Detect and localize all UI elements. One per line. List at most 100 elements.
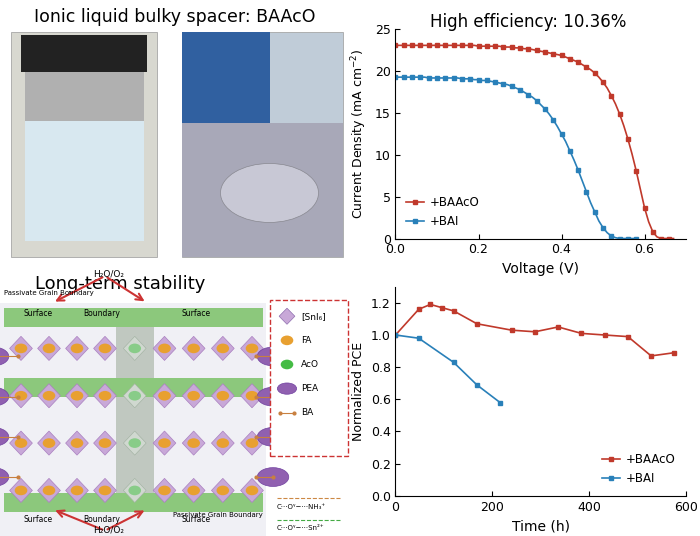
Text: Passivate Grain Boundary: Passivate Grain Boundary [4, 291, 93, 296]
Text: Surface: Surface [181, 516, 211, 524]
Circle shape [158, 438, 171, 448]
Circle shape [246, 344, 258, 353]
Text: PEA: PEA [301, 384, 318, 393]
+BAAcO [647, 353, 655, 359]
+BAAcO [391, 42, 400, 49]
+BAI [496, 399, 504, 406]
Circle shape [158, 344, 171, 353]
+BAAcO [508, 327, 516, 333]
Polygon shape [211, 337, 235, 361]
Polygon shape [153, 478, 176, 503]
Text: C···Oᵞ−···Sn²⁺: C···Oᵞ−···Sn²⁺ [276, 525, 324, 531]
Polygon shape [241, 384, 263, 408]
Circle shape [281, 360, 293, 369]
X-axis label: Voltage (V): Voltage (V) [503, 262, 580, 276]
+BAAcO [449, 308, 458, 314]
Circle shape [43, 391, 55, 400]
Circle shape [99, 391, 111, 400]
+BAI [414, 335, 423, 341]
Circle shape [71, 486, 83, 495]
Circle shape [15, 391, 27, 400]
Text: BA: BA [301, 408, 314, 417]
Circle shape [158, 391, 171, 400]
Polygon shape [241, 337, 263, 361]
Polygon shape [66, 337, 88, 361]
Circle shape [71, 391, 83, 400]
Polygon shape [123, 478, 146, 503]
Text: Surface: Surface [181, 309, 211, 318]
Polygon shape [211, 431, 235, 455]
+BAAcO [578, 330, 586, 337]
Polygon shape [10, 337, 32, 361]
Circle shape [99, 438, 111, 448]
Ellipse shape [258, 467, 288, 487]
Bar [10, 32, 158, 257]
Legend: +BAAcO, +BAI: +BAAcO, +BAI [401, 191, 484, 233]
Polygon shape [279, 308, 295, 324]
Circle shape [99, 344, 111, 353]
+BAAcO [601, 332, 609, 338]
+BAI [566, 147, 574, 154]
Text: FA: FA [301, 336, 312, 345]
Circle shape [216, 438, 229, 448]
Legend: +BAAcO, +BAI: +BAAcO, +BAI [597, 449, 680, 490]
Text: Surface: Surface [24, 516, 53, 524]
+BAAcO [458, 42, 466, 49]
+BAI [391, 74, 400, 80]
Polygon shape [153, 337, 176, 361]
Polygon shape [182, 384, 205, 408]
Circle shape [158, 486, 171, 495]
Polygon shape [211, 478, 235, 503]
Polygon shape [241, 478, 263, 503]
Circle shape [129, 486, 141, 495]
+BAI [428, 75, 437, 81]
Polygon shape [10, 431, 32, 455]
Ellipse shape [0, 428, 8, 446]
Bar [4, 493, 262, 512]
Polygon shape [66, 478, 88, 503]
Text: Boundary: Boundary [83, 516, 120, 524]
Polygon shape [123, 431, 146, 455]
+BAI [449, 359, 458, 366]
+BAAcO [657, 235, 665, 242]
Ellipse shape [258, 428, 288, 446]
Polygon shape [153, 384, 176, 408]
Circle shape [246, 391, 258, 400]
Circle shape [129, 438, 141, 448]
Polygon shape [94, 478, 116, 503]
+BAI [632, 235, 640, 242]
Circle shape [15, 486, 27, 495]
Text: Boundary: Boundary [83, 309, 120, 318]
Circle shape [129, 391, 141, 400]
Circle shape [71, 344, 83, 353]
Polygon shape [94, 337, 116, 361]
Bar [182, 123, 343, 257]
Polygon shape [38, 431, 60, 455]
+BAAcO [553, 51, 561, 58]
Line: +BAAcO: +BAAcO [393, 43, 676, 241]
+BAAcO [549, 50, 557, 57]
Polygon shape [38, 384, 60, 408]
Circle shape [99, 486, 111, 495]
Circle shape [188, 438, 200, 448]
Polygon shape [10, 478, 32, 503]
Circle shape [246, 438, 258, 448]
Ellipse shape [277, 383, 297, 394]
Text: Ionic liquid bulky spacer: BAAcO: Ionic liquid bulky spacer: BAAcO [34, 8, 316, 26]
Circle shape [43, 438, 55, 448]
Ellipse shape [220, 163, 318, 222]
+BAI [615, 235, 624, 242]
Circle shape [43, 344, 55, 353]
Line: +BAAcO: +BAAcO [393, 302, 677, 359]
+BAAcO [669, 235, 678, 242]
+BAAcO [508, 44, 516, 50]
Circle shape [188, 391, 200, 400]
+BAAcO [426, 301, 435, 308]
Polygon shape [123, 384, 146, 408]
+BAAcO [438, 304, 446, 311]
Y-axis label: Normalized PCE: Normalized PCE [352, 342, 365, 441]
Polygon shape [94, 384, 116, 408]
+BAAcO [414, 306, 423, 312]
Polygon shape [241, 431, 263, 455]
Bar [21, 35, 147, 72]
